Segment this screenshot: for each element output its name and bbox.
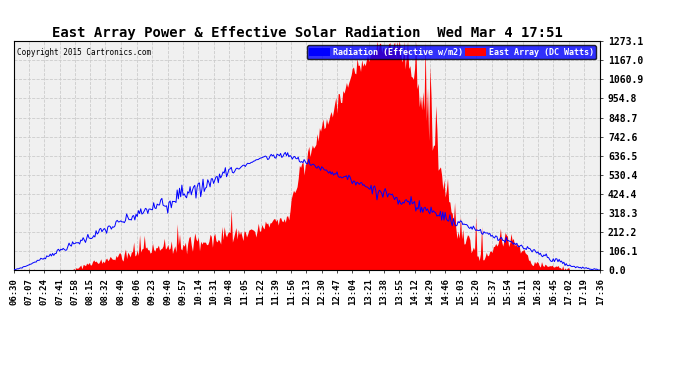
Title: East Array Power & Effective Solar Radiation  Wed Mar 4 17:51: East Array Power & Effective Solar Radia… — [52, 26, 562, 40]
Legend: Radiation (Effective w/m2), East Array (DC Watts): Radiation (Effective w/m2), East Array (… — [307, 45, 596, 59]
Text: Copyright 2015 Cartronics.com: Copyright 2015 Cartronics.com — [17, 48, 151, 57]
